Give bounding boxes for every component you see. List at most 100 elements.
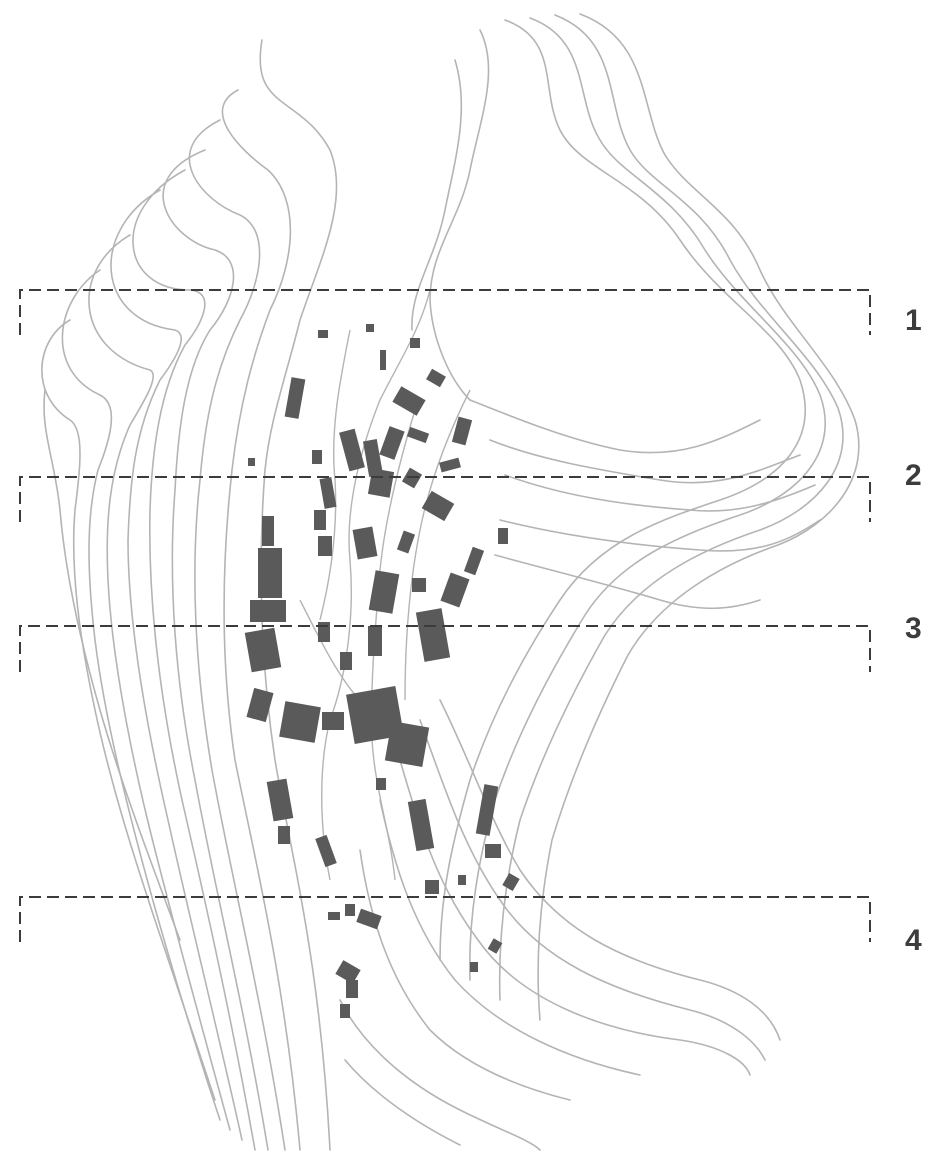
building [328, 912, 340, 920]
buildings [244, 324, 520, 1018]
building [278, 826, 290, 844]
contour-line [411, 59, 463, 331]
contour-line [537, 13, 860, 1021]
building [279, 701, 321, 743]
building [440, 572, 470, 608]
village-paths [299, 289, 471, 881]
building [498, 528, 508, 544]
building [366, 324, 374, 332]
building [439, 457, 461, 473]
building [356, 908, 382, 930]
section-line-3 [19, 625, 871, 672]
building [346, 686, 404, 744]
building [314, 510, 326, 530]
building [335, 960, 361, 984]
building [380, 350, 386, 370]
building [475, 784, 499, 836]
building [315, 834, 337, 868]
building [410, 338, 420, 348]
contour-line [41, 319, 216, 1101]
contour-line [132, 169, 256, 1151]
contour-line [489, 439, 801, 484]
building [318, 330, 328, 338]
building [322, 712, 344, 730]
section-line-1 [19, 289, 871, 335]
building [346, 980, 358, 998]
contour-line [429, 29, 490, 401]
building [284, 377, 306, 419]
section-line-4 [19, 896, 871, 942]
contour-line [468, 17, 826, 981]
contour-line [188, 119, 286, 1151]
building [406, 426, 430, 444]
contour-line [110, 189, 243, 1141]
contour-line [494, 554, 761, 610]
building [319, 477, 337, 509]
building [379, 426, 405, 460]
contour-line [504, 474, 816, 512]
contour-lines-east [339, 13, 860, 1151]
building [248, 458, 255, 466]
building [340, 1004, 350, 1018]
contour-line [439, 19, 806, 961]
path-line [321, 289, 431, 881]
building [318, 536, 332, 556]
contour-line [162, 149, 269, 1151]
contour-line [399, 759, 751, 1076]
building [312, 450, 322, 464]
building [266, 778, 294, 822]
building [415, 608, 451, 662]
building [412, 578, 426, 592]
contour-line [439, 699, 781, 1041]
building [345, 904, 355, 916]
building [384, 721, 430, 767]
contour-line [344, 1059, 461, 1146]
section-label-1: 1 [905, 304, 922, 337]
contour-lines [41, 39, 338, 1151]
building [487, 938, 503, 954]
building [258, 548, 282, 598]
contour-line [379, 799, 641, 1076]
building [407, 798, 435, 852]
building [362, 439, 384, 477]
building [250, 600, 286, 622]
contour-line [339, 999, 541, 1151]
contour-line [221, 89, 301, 1151]
section-line-2 [19, 476, 871, 522]
building [485, 844, 501, 858]
building [368, 570, 400, 614]
building [451, 416, 473, 446]
section-markers [19, 289, 871, 942]
building [458, 875, 466, 885]
building [246, 687, 274, 723]
building [352, 526, 378, 560]
contour-line [61, 269, 221, 1121]
building [244, 627, 282, 673]
building [367, 468, 395, 498]
contour-line [499, 519, 821, 552]
section-label-4: 4 [905, 924, 922, 957]
building [376, 778, 386, 790]
building [368, 626, 382, 656]
contour-line [469, 399, 761, 454]
building [421, 490, 455, 522]
building [425, 880, 439, 894]
contour-line [43, 389, 181, 941]
section-label-2: 2 [905, 459, 922, 492]
contour-line [498, 14, 844, 1001]
building [339, 428, 365, 472]
building [426, 368, 446, 388]
building [396, 530, 416, 554]
building [392, 386, 426, 416]
building [340, 652, 352, 670]
contour-line [359, 849, 571, 1101]
building [262, 516, 274, 546]
section-label-3: 3 [905, 612, 922, 645]
building [502, 872, 520, 892]
path-line [319, 329, 351, 621]
building [463, 546, 485, 576]
building [470, 962, 478, 972]
path-line [404, 389, 471, 701]
contour-line [419, 719, 766, 1061]
